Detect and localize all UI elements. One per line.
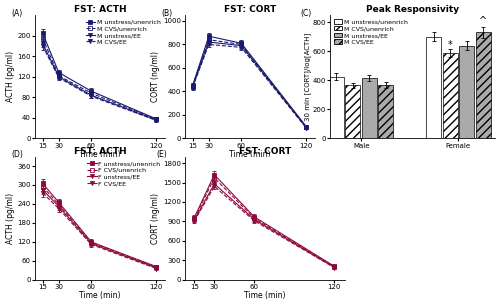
Bar <box>378 85 394 138</box>
Legend: M unstress/unenrich, M CVS/unenrich, M unstress/EE, M CVS/EE: M unstress/unenrich, M CVS/unenrich, M u… <box>84 18 162 46</box>
Bar <box>426 37 441 138</box>
Text: (A): (A) <box>12 9 23 18</box>
X-axis label: Time (min): Time (min) <box>79 150 121 159</box>
Y-axis label: CORT (ng/ml): CORT (ng/ml) <box>151 193 160 244</box>
Title: FST: CORT: FST: CORT <box>239 147 291 156</box>
Y-axis label: CORT (ng/ml): CORT (ng/ml) <box>151 51 160 102</box>
Y-axis label: ACTH (pg/ml): ACTH (pg/ml) <box>6 193 15 244</box>
Text: (C): (C) <box>300 9 312 18</box>
Bar <box>346 85 360 138</box>
Text: *: * <box>448 40 452 50</box>
Bar <box>442 53 458 138</box>
Title: FST: ACTH: FST: ACTH <box>74 147 126 156</box>
Legend: F unstress/unenrich, F CVS/unenrich, F unstress/EE, F CVS/EE: F unstress/unenrich, F CVS/unenrich, F u… <box>86 160 162 188</box>
Text: (B): (B) <box>162 9 172 18</box>
Legend: M unstress/unenrich, M CVS/unenrich, M unstress/EE, M CVS/EE: M unstress/unenrich, M CVS/unenrich, M u… <box>333 18 409 46</box>
Text: ^: ^ <box>479 16 487 26</box>
X-axis label: Time (min): Time (min) <box>229 150 271 159</box>
Y-axis label: 30 min [CORT]/log[ACTH]: 30 min [CORT]/log[ACTH] <box>304 33 311 121</box>
Title: FST: ACTH: FST: ACTH <box>74 5 126 14</box>
Title: FST: CORT: FST: CORT <box>224 5 276 14</box>
X-axis label: Time (min): Time (min) <box>244 291 286 300</box>
Text: (D): (D) <box>12 150 24 159</box>
Bar <box>362 78 377 138</box>
Bar <box>459 45 474 138</box>
Y-axis label: ACTH (pg/ml): ACTH (pg/ml) <box>6 51 15 102</box>
Text: (E): (E) <box>156 150 167 159</box>
Title: Peak Responsivity: Peak Responsivity <box>366 5 459 14</box>
Bar <box>329 77 344 138</box>
X-axis label: Time (min): Time (min) <box>79 291 121 300</box>
Bar <box>476 33 490 138</box>
